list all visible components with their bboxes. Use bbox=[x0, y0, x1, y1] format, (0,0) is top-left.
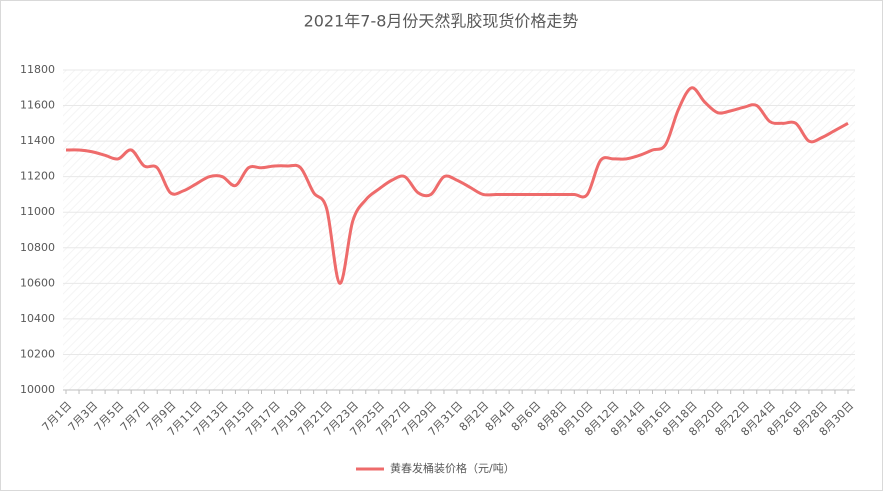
y-tick-label: 11400 bbox=[20, 134, 55, 147]
y-tick-label: 10400 bbox=[20, 312, 55, 325]
y-tick-label: 11000 bbox=[20, 205, 55, 218]
plot-background bbox=[63, 70, 855, 390]
price-line bbox=[65, 86, 849, 285]
y-tick-label: 10800 bbox=[20, 241, 55, 254]
y-tick-label: 10000 bbox=[20, 383, 55, 396]
chart-title: 2021年7-8月份天然乳胶现货价格走势 bbox=[304, 12, 579, 31]
y-tick-label: 10600 bbox=[20, 276, 55, 289]
y-tick-label: 11600 bbox=[20, 99, 55, 112]
y-tick-label: 10200 bbox=[20, 347, 55, 360]
y-tick-label: 11800 bbox=[20, 63, 55, 76]
y-tick-label: 11200 bbox=[20, 170, 55, 183]
legend-label: 黄春发桶装价格（元/吨） bbox=[390, 461, 515, 475]
